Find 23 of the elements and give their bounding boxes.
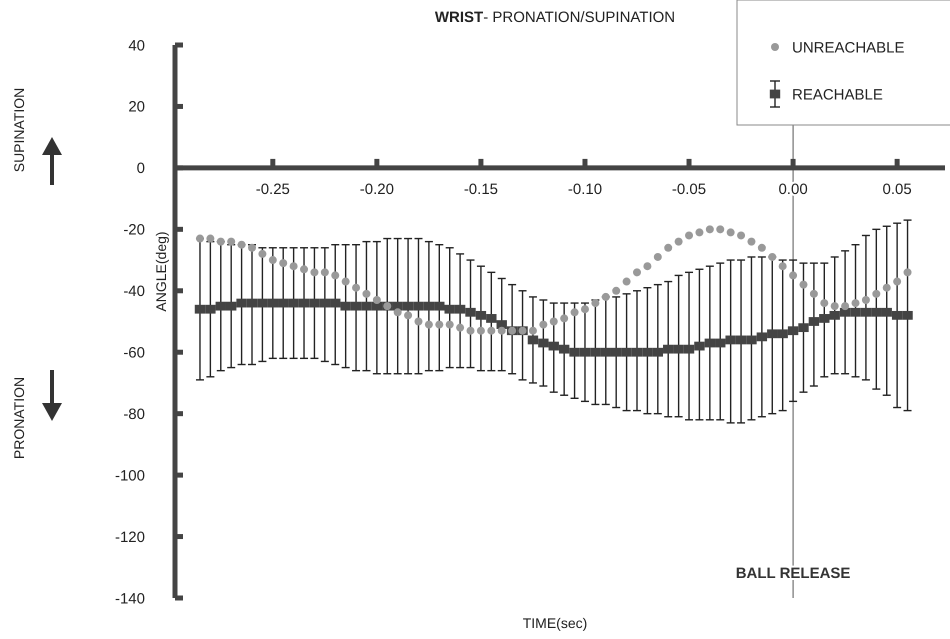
- y-axis-title: ANGLE(deg): [153, 231, 169, 312]
- x-tick-label: -0.10: [568, 180, 602, 198]
- y-tick-label: -80: [123, 406, 145, 423]
- x-tick-label: -0.25: [256, 180, 290, 198]
- y-tick-label: -40: [123, 283, 145, 300]
- text: PRONATION: [11, 376, 27, 460]
- y-tick-label: 0: [136, 160, 145, 178]
- y-tick-label: -100: [114, 467, 145, 484]
- text: SUPINATION: [11, 88, 27, 172]
- y-tick-label: -20: [123, 222, 145, 239]
- x-tick-label: -0.05: [672, 180, 706, 198]
- y-tick-label: 40: [128, 37, 145, 54]
- y-tick-label: -140: [114, 590, 145, 608]
- x-tick-label: -0.20: [360, 180, 394, 198]
- legend-label: UNREACHABLE: [792, 39, 905, 56]
- chart-title: WRIST- PRONATION/SUPINATION: [434, 9, 676, 26]
- x-tick-label: 0.05: [882, 180, 912, 198]
- x-tick-label: -0.15: [464, 180, 498, 198]
- x-axis-title: TIME(sec): [522, 615, 588, 631]
- y-tick-label: 20: [128, 98, 145, 116]
- legend-label: REACHABLE: [792, 86, 883, 104]
- y-tick-label: -120: [114, 528, 145, 546]
- y-tick-label: -60: [123, 344, 145, 362]
